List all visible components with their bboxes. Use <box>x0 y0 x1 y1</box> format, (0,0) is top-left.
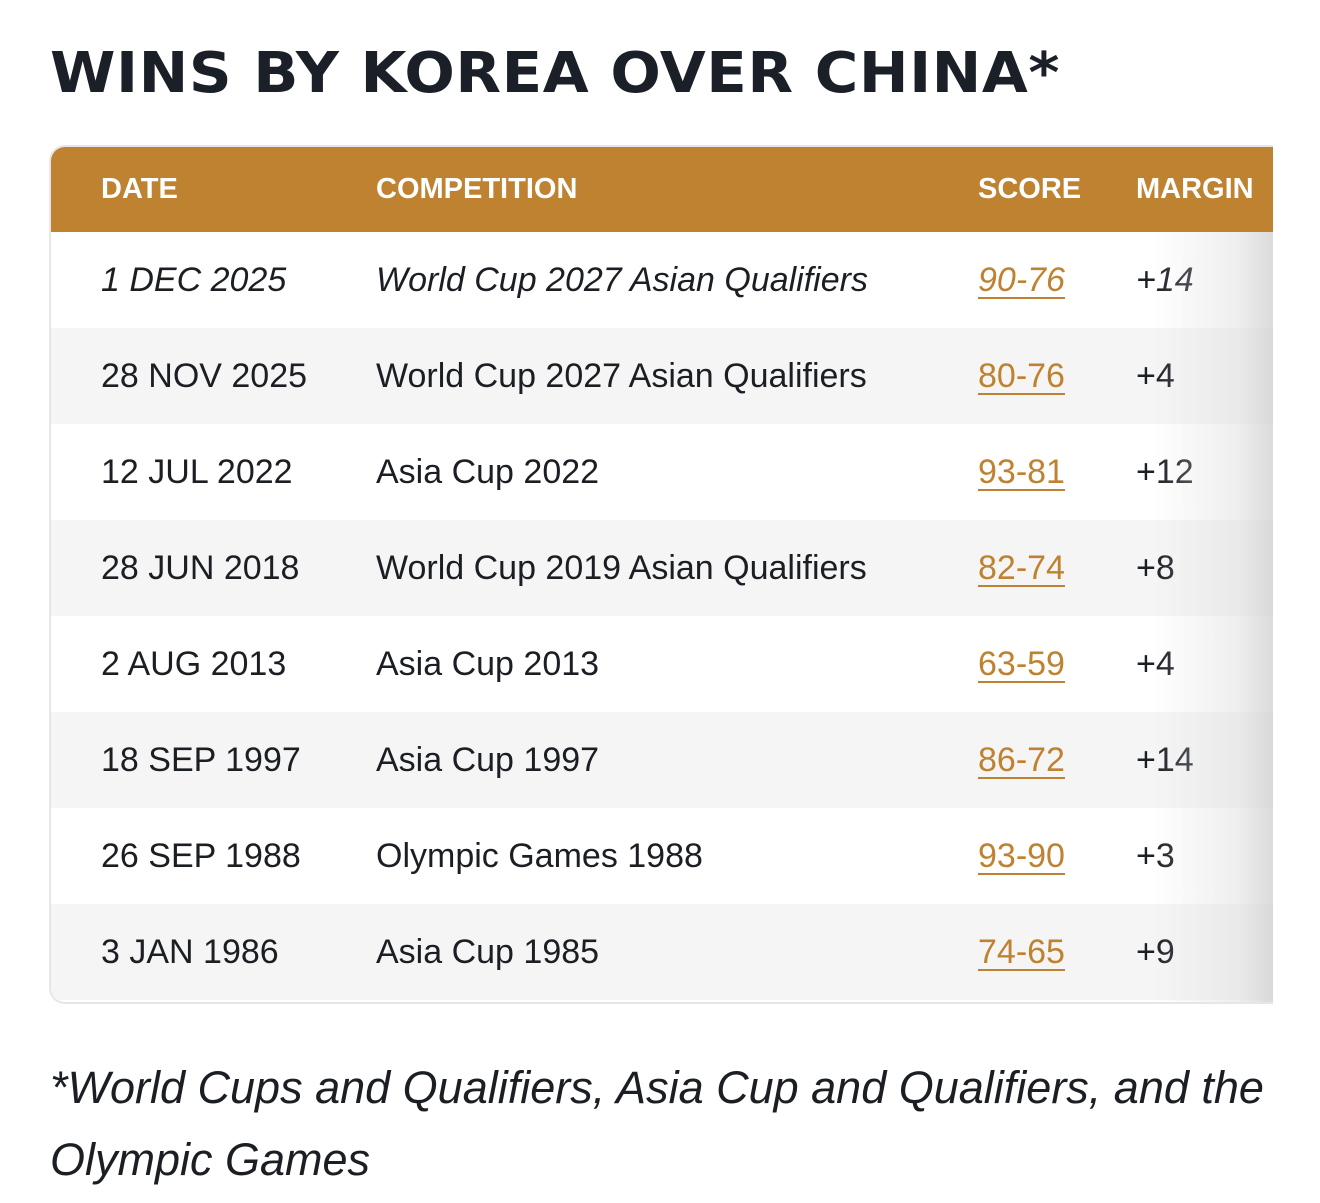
page-title: WINS BY KOREA OVER CHINA* <box>50 41 1060 106</box>
cell-competition: Asia Cup 2022 <box>376 453 600 491</box>
header-margin: MARGIN <box>1136 173 1254 205</box>
cell-margin: +3 <box>1136 837 1175 875</box>
table-row: 12 JUL 2022 Asia Cup 2022 93-81 +12 <box>51 424 1273 520</box>
cell-date: 26 SEP 1988 <box>101 837 301 875</box>
table-row: 18 SEP 1997 Asia Cup 1997 86-72 +14 <box>51 712 1273 808</box>
cell-margin: +14 <box>1136 261 1194 299</box>
cell-date: 2 AUG 2013 <box>101 645 287 683</box>
cell-date: 3 JAN 1986 <box>101 933 279 971</box>
score-link[interactable]: 86-72 <box>978 741 1065 779</box>
cell-margin: +14 <box>1136 741 1194 779</box>
cell-margin: +12 <box>1136 453 1194 491</box>
cell-competition: World Cup 2019 Asian Qualifiers <box>376 549 867 587</box>
table-row: 28 NOV 2025 World Cup 2027 Asian Qualifi… <box>51 328 1273 424</box>
table-row: 1 DEC 2025 World Cup 2027 Asian Qualifie… <box>51 232 1273 328</box>
footnote: *World Cups and Qualifiers, Asia Cup and… <box>50 1062 1264 1185</box>
results-table[interactable]: DATE COMPETITION SCORE MARGIN 1 DEC 2025… <box>49 145 1273 1004</box>
table-header: DATE COMPETITION SCORE MARGIN <box>51 147 1273 232</box>
cell-competition: World Cup 2027 Asian Qualifiers <box>376 261 868 299</box>
cell-date: 12 JUL 2022 <box>101 453 293 491</box>
cell-competition: Olympic Games 1988 <box>376 837 703 875</box>
cell-competition: Asia Cup 1997 <box>376 741 600 779</box>
header-date: DATE <box>101 173 178 205</box>
cell-competition: Asia Cup 2013 <box>376 645 600 683</box>
cell-margin: +4 <box>1136 645 1175 683</box>
cell-date: 28 JUN 2018 <box>101 549 300 587</box>
header-score: SCORE <box>978 173 1082 205</box>
score-link[interactable]: 93-90 <box>978 837 1065 875</box>
table-row: 3 JAN 1986 Asia Cup 1985 74-65 +9 <box>51 904 1273 1000</box>
table-row: 26 SEP 1988 Olympic Games 1988 93-90 +3 <box>51 808 1273 904</box>
score-link[interactable]: 74-65 <box>978 933 1065 971</box>
header-competition: COMPETITION <box>376 173 578 205</box>
score-link[interactable]: 63-59 <box>978 645 1065 683</box>
score-link[interactable]: 90-76 <box>978 261 1065 299</box>
cell-margin: +9 <box>1136 933 1175 971</box>
table-row: 2 AUG 2013 Asia Cup 2013 63-59 +4 <box>51 616 1273 712</box>
score-link[interactable]: 80-76 <box>978 357 1065 395</box>
score-link[interactable]: 93-81 <box>978 453 1065 491</box>
cell-margin: +8 <box>1136 549 1175 587</box>
cell-date: 1 DEC 2025 <box>101 261 287 299</box>
cell-date: 28 NOV 2025 <box>101 357 308 395</box>
cell-competition: Asia Cup 1985 <box>376 933 600 971</box>
table-row: 28 JUN 2018 World Cup 2019 Asian Qualifi… <box>51 520 1273 616</box>
cell-competition: World Cup 2027 Asian Qualifiers <box>376 357 867 395</box>
cell-margin: +4 <box>1136 357 1175 395</box>
cell-date: 18 SEP 1997 <box>101 741 301 779</box>
score-link[interactable]: 82-74 <box>978 549 1065 587</box>
